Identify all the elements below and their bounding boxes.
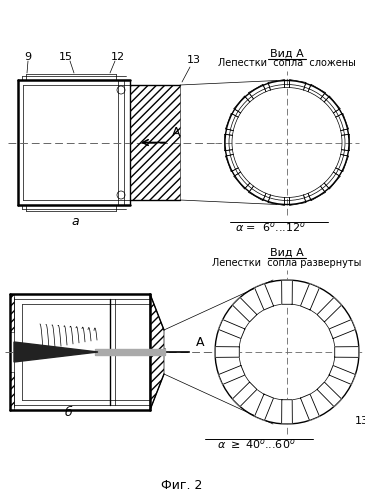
Polygon shape (317, 298, 342, 322)
Text: 13: 13 (187, 55, 201, 65)
Polygon shape (282, 400, 292, 424)
Polygon shape (329, 320, 356, 338)
Text: 12: 12 (111, 52, 125, 62)
Text: A: A (172, 126, 180, 140)
Text: Лепестки  сопла развернуты: Лепестки сопла развернуты (212, 258, 362, 268)
Polygon shape (95, 349, 165, 355)
Polygon shape (335, 346, 359, 358)
Text: а: а (71, 215, 79, 228)
Text: Вид A: Вид A (270, 248, 304, 258)
Polygon shape (317, 382, 342, 406)
Text: 13: 13 (355, 416, 365, 426)
Text: б: б (64, 406, 72, 419)
Text: Вид A: Вид A (270, 48, 304, 58)
Polygon shape (300, 284, 319, 310)
Text: Фиг. 2: Фиг. 2 (161, 479, 203, 492)
Polygon shape (233, 298, 257, 322)
Polygon shape (14, 342, 98, 362)
Text: A: A (196, 336, 204, 349)
Text: $\alpha$ =  6$^o$...12$^o$: $\alpha$ = 6$^o$...12$^o$ (235, 220, 306, 234)
Text: 15: 15 (59, 52, 73, 62)
Polygon shape (233, 382, 257, 406)
Polygon shape (215, 346, 239, 358)
Polygon shape (254, 284, 273, 310)
Text: 9: 9 (24, 52, 31, 62)
Polygon shape (219, 366, 245, 384)
Polygon shape (282, 280, 292, 304)
Text: $\alpha$ $\geq$ 40$^o$...60$^o$: $\alpha$ $\geq$ 40$^o$...60$^o$ (217, 437, 296, 451)
Polygon shape (219, 320, 245, 338)
Polygon shape (300, 394, 319, 420)
Polygon shape (329, 366, 356, 384)
Text: Лепестки  сопла  сложены: Лепестки сопла сложены (218, 58, 356, 68)
Polygon shape (254, 394, 273, 420)
